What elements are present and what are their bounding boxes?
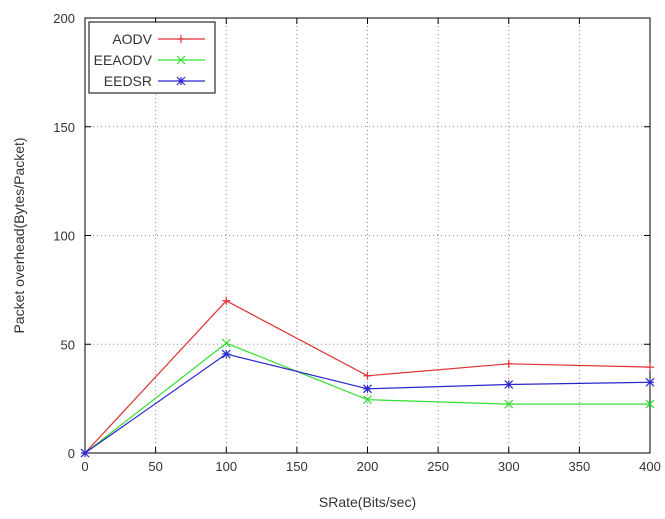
data-point-eeaodv (363, 395, 372, 405)
data-point-aodv (222, 296, 231, 305)
data-point-aodv (504, 359, 513, 368)
x-tick-label: 50 (148, 459, 162, 474)
data-point-aodv (646, 363, 654, 372)
data-point-eeaodv (504, 399, 514, 409)
data-point-eedsr (80, 448, 90, 458)
y-tick-label: 150 (53, 120, 75, 135)
legend-marker-eeaodv (176, 55, 186, 65)
x-tick-label: 250 (427, 459, 449, 474)
x-tick-label: 150 (286, 459, 308, 474)
x-axis-label: SRate(Bits/sec) (319, 494, 416, 510)
legend: AODV EEAODV EEDSR (88, 21, 216, 94)
legend-label-aodv: AODV (112, 31, 152, 47)
axes (84, 17, 651, 454)
data-point-eedsr (504, 380, 514, 389)
data-point-eeaodv (645, 399, 655, 409)
plot-frame (84, 17, 651, 454)
data-point-aodv (363, 371, 372, 380)
legend-marker-aodv (177, 35, 185, 43)
x-tick-label: 100 (215, 459, 237, 474)
y-axis-label: Packet overhead(Bytes/Packet) (11, 137, 27, 333)
y-tick-label: 50 (61, 337, 75, 352)
data-point-eedsr (645, 377, 655, 387)
x-tick-label: 200 (357, 459, 379, 474)
y-tick-label: 100 (53, 229, 75, 244)
legend-label-eeaodv: EEAODV (94, 52, 153, 68)
x-tick-label: 300 (498, 459, 520, 474)
legend-label-eedsr: EEDSR (104, 73, 152, 89)
y-tick-label: 200 (53, 11, 75, 26)
data-point-eedsr (363, 384, 372, 394)
x-tick-label: 350 (569, 459, 591, 474)
data-point-eedsr (221, 349, 231, 359)
y-tick-label: 0 (68, 446, 75, 461)
data-series (80, 296, 655, 458)
x-tick-label: 0 (81, 459, 88, 474)
data-point-eeaodv (221, 338, 231, 348)
tick-labels: 0 50 100 150 200 250 300 350 400 0 50 100 150 200 (53, 11, 661, 474)
x-tick-label: 400 (639, 459, 661, 474)
legend-marker-eedsr (176, 76, 186, 86)
